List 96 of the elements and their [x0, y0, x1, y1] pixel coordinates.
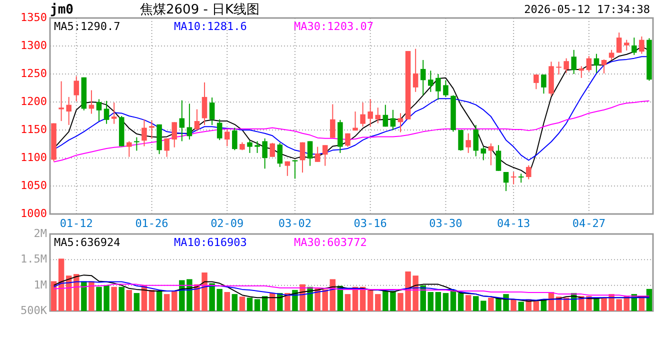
candlestick: [390, 109, 396, 130]
candlestick: [534, 74, 539, 90]
y-tick-label: 1200: [20, 95, 47, 108]
candlestick: [368, 98, 373, 128]
candlestick: [436, 74, 441, 100]
y-tick-label: 1300: [20, 39, 47, 52]
candlestick: [601, 58, 607, 74]
text: jm0: [50, 2, 74, 18]
candlestick: [292, 160, 298, 180]
x-tick-label: 03-16: [354, 217, 387, 230]
candlestick: [510, 172, 516, 185]
candlestick: [382, 104, 388, 128]
candlestick: [216, 118, 222, 141]
candlestick: [541, 74, 546, 94]
candlestick: [179, 100, 185, 142]
candlestick: [322, 144, 328, 166]
x-tick-label: 02-09: [210, 217, 244, 230]
candlestick: [352, 111, 358, 132]
candlestick: [209, 97, 215, 126]
y-tick-label: 1000: [20, 207, 47, 220]
candlestick: [254, 140, 260, 154]
y-tick-label: 1.5M: [20, 252, 48, 266]
candlestick: [247, 140, 252, 154]
text: MA5:636924: [54, 236, 121, 250]
candlestick: [142, 118, 147, 147]
candlestick: [300, 142, 306, 174]
x-tick-label: 04-13: [496, 217, 530, 230]
candlestick: [360, 102, 366, 128]
candlestick: [111, 102, 117, 124]
candlestick: [586, 56, 592, 72]
y-tick-label: 500K: [20, 304, 48, 318]
text: MA30:603772: [294, 236, 367, 250]
x-tick-label: 01-12: [60, 217, 93, 230]
candlestick: [503, 172, 509, 192]
candlestick: [473, 124, 479, 157]
candlestick: [104, 100, 110, 124]
candlestick: [284, 160, 290, 176]
candlestick: [202, 82, 208, 126]
candlestick: [608, 49, 614, 60]
candlestick: [412, 48, 418, 92]
y-tick-label: 2M: [34, 227, 48, 240]
candlestick: [428, 70, 434, 92]
text: 2026-05-12 17:34:38: [524, 3, 650, 16]
candlestick: [488, 142, 494, 166]
candlestick: [96, 98, 102, 122]
y-tick-label: 1050: [20, 179, 47, 192]
candlestick: [564, 58, 569, 74]
text: MA30:1203.07: [294, 20, 374, 34]
candlestick: [224, 128, 230, 147]
candlestick: [345, 132, 350, 148]
candlestick: [571, 49, 576, 74]
y-tick-label: 1350: [20, 11, 47, 24]
candlestick: [186, 103, 192, 140]
x-tick-label: 03-02: [278, 217, 312, 230]
candlestick: [526, 164, 532, 180]
candlestick: [66, 96, 72, 126]
candlestick: [556, 61, 562, 76]
candlestick: [194, 108, 200, 132]
text: MA10:616903: [174, 236, 247, 250]
candlestick: [480, 146, 486, 161]
candlestick: [126, 140, 132, 158]
candlestick: [149, 120, 154, 139]
candlestick: [314, 146, 320, 162]
y-tick-label: 1150: [20, 123, 47, 136]
candlestick: [307, 140, 313, 166]
candlestick: [466, 132, 471, 154]
chart-title: 焦煤2609 - 日K线图: [140, 2, 260, 18]
candlestick: [632, 37, 637, 56]
candlestick: [375, 107, 381, 124]
candlestick: [58, 80, 64, 122]
candlestick: [639, 36, 644, 54]
candlestick: [262, 138, 268, 170]
candlestick: [270, 142, 275, 158]
candlestick: [74, 76, 80, 102]
candlestick: [232, 127, 238, 151]
candlestick: [134, 136, 140, 152]
candlestick: [172, 122, 178, 148]
candlestick: [277, 142, 283, 168]
candlestick: [624, 39, 630, 51]
candlestick: [420, 60, 426, 96]
candlestick: [496, 144, 502, 172]
x-tick-label: 01-26: [135, 217, 168, 230]
candlestick: [616, 32, 622, 54]
text: MA10:1281.6: [174, 20, 247, 34]
y-tick-label: 1M: [34, 278, 48, 292]
candlestick: [398, 112, 404, 133]
y-tick-label: 1250: [20, 67, 47, 80]
x-tick-label: 03-30: [429, 217, 462, 230]
y-tick-label: 1100: [20, 151, 47, 164]
candlestick: [330, 104, 336, 138]
candlestick: [458, 130, 464, 152]
candlestick: [594, 53, 600, 74]
candlestick: [443, 80, 448, 98]
candlestick: [164, 138, 170, 158]
x-tick-label: 04-27: [572, 217, 606, 230]
text: MA5:1290.7: [54, 20, 120, 34]
